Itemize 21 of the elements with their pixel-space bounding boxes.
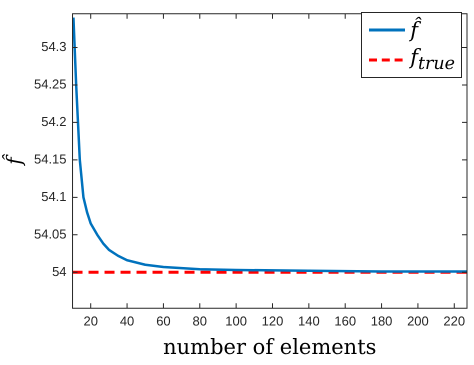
x-tick-label: 100 [225,314,247,329]
x-tick-label: 120 [262,314,284,329]
y-tick-label: 54.05 [34,226,67,242]
x-tick-label: 160 [334,314,356,329]
x-tick-label: 80 [192,314,208,329]
y-tick-label: 54.25 [34,76,67,92]
x-tick-label: 140 [298,314,320,329]
x-tick-label: 220 [443,314,466,329]
y-tick-label: 54 [52,264,67,279]
x-tick-label: 40 [120,314,134,329]
x-tick-label: 200 [407,314,429,329]
y-tick-label: 54.3 [41,39,67,54]
y-tick-label: 54.1 [41,188,67,204]
x-axis-title: number of elements [163,334,376,359]
x-tick-label: 20 [83,314,98,329]
y-tick-label: 54.15 [34,151,67,166]
y-axis-title: f̂ [2,153,26,167]
x-tick-label: 180 [370,314,392,329]
y-tick-label: 54.2 [41,114,67,129]
legend-label: f$_{true}$ [410,45,455,75]
x-tick-label: 60 [156,314,171,329]
